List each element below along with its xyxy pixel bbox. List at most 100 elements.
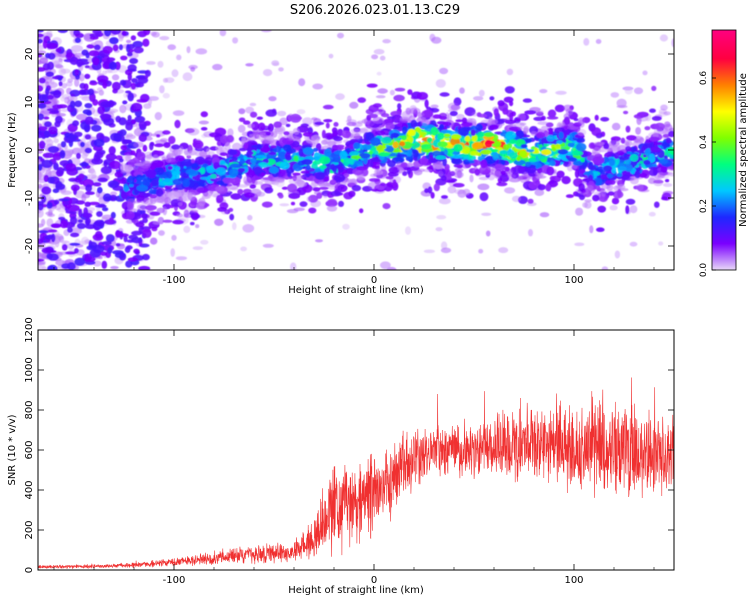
heatmap-cell: [200, 176, 212, 180]
heatmap-cell: [127, 92, 134, 102]
heatmap-cell: [176, 213, 184, 218]
heatmap-cell: [625, 146, 632, 152]
heatmap-cell: [536, 167, 543, 174]
heatmap-cell: [84, 73, 91, 79]
heatmap-cell: [118, 158, 124, 163]
heatmap-cell: [594, 114, 599, 121]
heatmap-cell: [386, 116, 396, 120]
heatmap-cell: [608, 158, 616, 167]
heatmap-cell: [379, 182, 386, 187]
heatmap-cell: [110, 30, 121, 35]
heatmap-cell: [110, 266, 119, 270]
heatmap-cell: [407, 148, 412, 157]
heatmap-cell: [439, 92, 450, 97]
heatmap-cell: [249, 102, 257, 107]
heatmap-cell: [438, 197, 451, 205]
heatmap-cell: [285, 123, 291, 128]
heatmap-cell: [400, 162, 408, 168]
heatmap-cell: [313, 152, 321, 161]
heatmap-cell: [89, 33, 101, 38]
heatmap-cell: [392, 141, 399, 149]
heatmap-cell: [507, 174, 516, 180]
heatmap-cell: [106, 57, 116, 62]
heatmap-cell: [270, 145, 277, 149]
heatmap-cell: [435, 155, 447, 160]
heatmap-cell: [186, 46, 191, 54]
heatmap-cell: [285, 155, 292, 161]
heatmap-cell: [277, 110, 287, 117]
heatmap-cell: [108, 146, 116, 155]
heatmap-cell: [122, 139, 133, 144]
heatmap-cell: [89, 80, 97, 84]
heatmap-cell: [353, 142, 361, 150]
heatmap-cell: [85, 191, 95, 196]
heatmap-cell: [382, 203, 391, 210]
heatmap-cell: [661, 196, 668, 201]
heatmap-cell: [226, 135, 234, 143]
heatmap-cell: [319, 165, 327, 169]
heatmap-cell: [323, 119, 333, 123]
heatmap-cell: [47, 176, 55, 184]
heatmap-cell: [175, 256, 188, 261]
heatmap-cell: [181, 189, 186, 193]
heatmap-cell: [298, 78, 306, 87]
heatmap-cell: [526, 149, 535, 153]
heatmap-cell: [471, 134, 478, 142]
heatmap-cell: [450, 170, 460, 175]
heatmap-cell: [240, 246, 248, 252]
heatmap-cell: [305, 164, 311, 171]
heatmap-cell: [38, 113, 44, 121]
heatmap-cell: [52, 188, 60, 194]
heatmap-cell: [167, 165, 173, 170]
heatmap-cell: [182, 178, 190, 188]
heatmap-cell: [38, 258, 45, 262]
heatmap-cell: [172, 219, 185, 225]
heatmap-cell: [649, 146, 662, 153]
heatmap-cell: [238, 108, 246, 115]
heatmap-cell: [333, 122, 339, 127]
heatmap-cell: [60, 108, 69, 113]
heatmap-cell: [357, 120, 364, 124]
heatmap-cell: [144, 69, 151, 77]
heatmap-cell: [473, 96, 484, 101]
heatmap-cell: [358, 153, 371, 159]
heatmap-cell: [94, 226, 100, 231]
heatmap-cell: [401, 135, 407, 141]
heatmap-cell: [135, 222, 145, 228]
heatmap-cell: [195, 48, 208, 55]
heatmap-cell: [443, 149, 448, 155]
heatmap-cell: [428, 158, 439, 163]
heatmap-cell: [55, 183, 66, 191]
heatmap-cell: [421, 109, 434, 118]
heatmap-cell: [38, 42, 41, 49]
heatmap-cell: [138, 121, 147, 129]
heatmap-cell: [395, 153, 407, 158]
heatmap-cell: [228, 149, 238, 156]
heatmap-cell: [521, 173, 526, 178]
heatmap-cell: [256, 116, 263, 120]
heatmap-cell: [113, 132, 123, 142]
heatmap-cell: [583, 38, 590, 46]
heatmap-cell: [459, 87, 465, 94]
heatmap-cell: [519, 122, 527, 126]
heatmap-cell: [376, 71, 382, 76]
colorbar-ticks: 0.0 0.2 0.4 0.6: [699, 71, 716, 278]
heatmap-cell: [580, 158, 585, 163]
colorbar-tick-label: 0.0: [699, 263, 709, 278]
heatmap-cell: [107, 247, 113, 254]
heatmap-cell: [38, 67, 46, 72]
heatmap-cell: [500, 159, 506, 165]
heatmap-cell: [200, 111, 208, 118]
heatmap-cell: [38, 230, 49, 234]
heatmap-cell: [659, 34, 669, 42]
heatmap-cell: [435, 79, 446, 88]
heatmap-cell: [215, 185, 225, 192]
heatmap-cell: [335, 93, 345, 100]
heatmap-cell: [537, 155, 546, 160]
heatmap-cell: [282, 144, 292, 152]
heatmap-cell: [39, 140, 46, 150]
heatmap-cell: [119, 104, 127, 114]
heatmap-cell: [572, 160, 584, 166]
heatmap-cell: [47, 213, 55, 218]
